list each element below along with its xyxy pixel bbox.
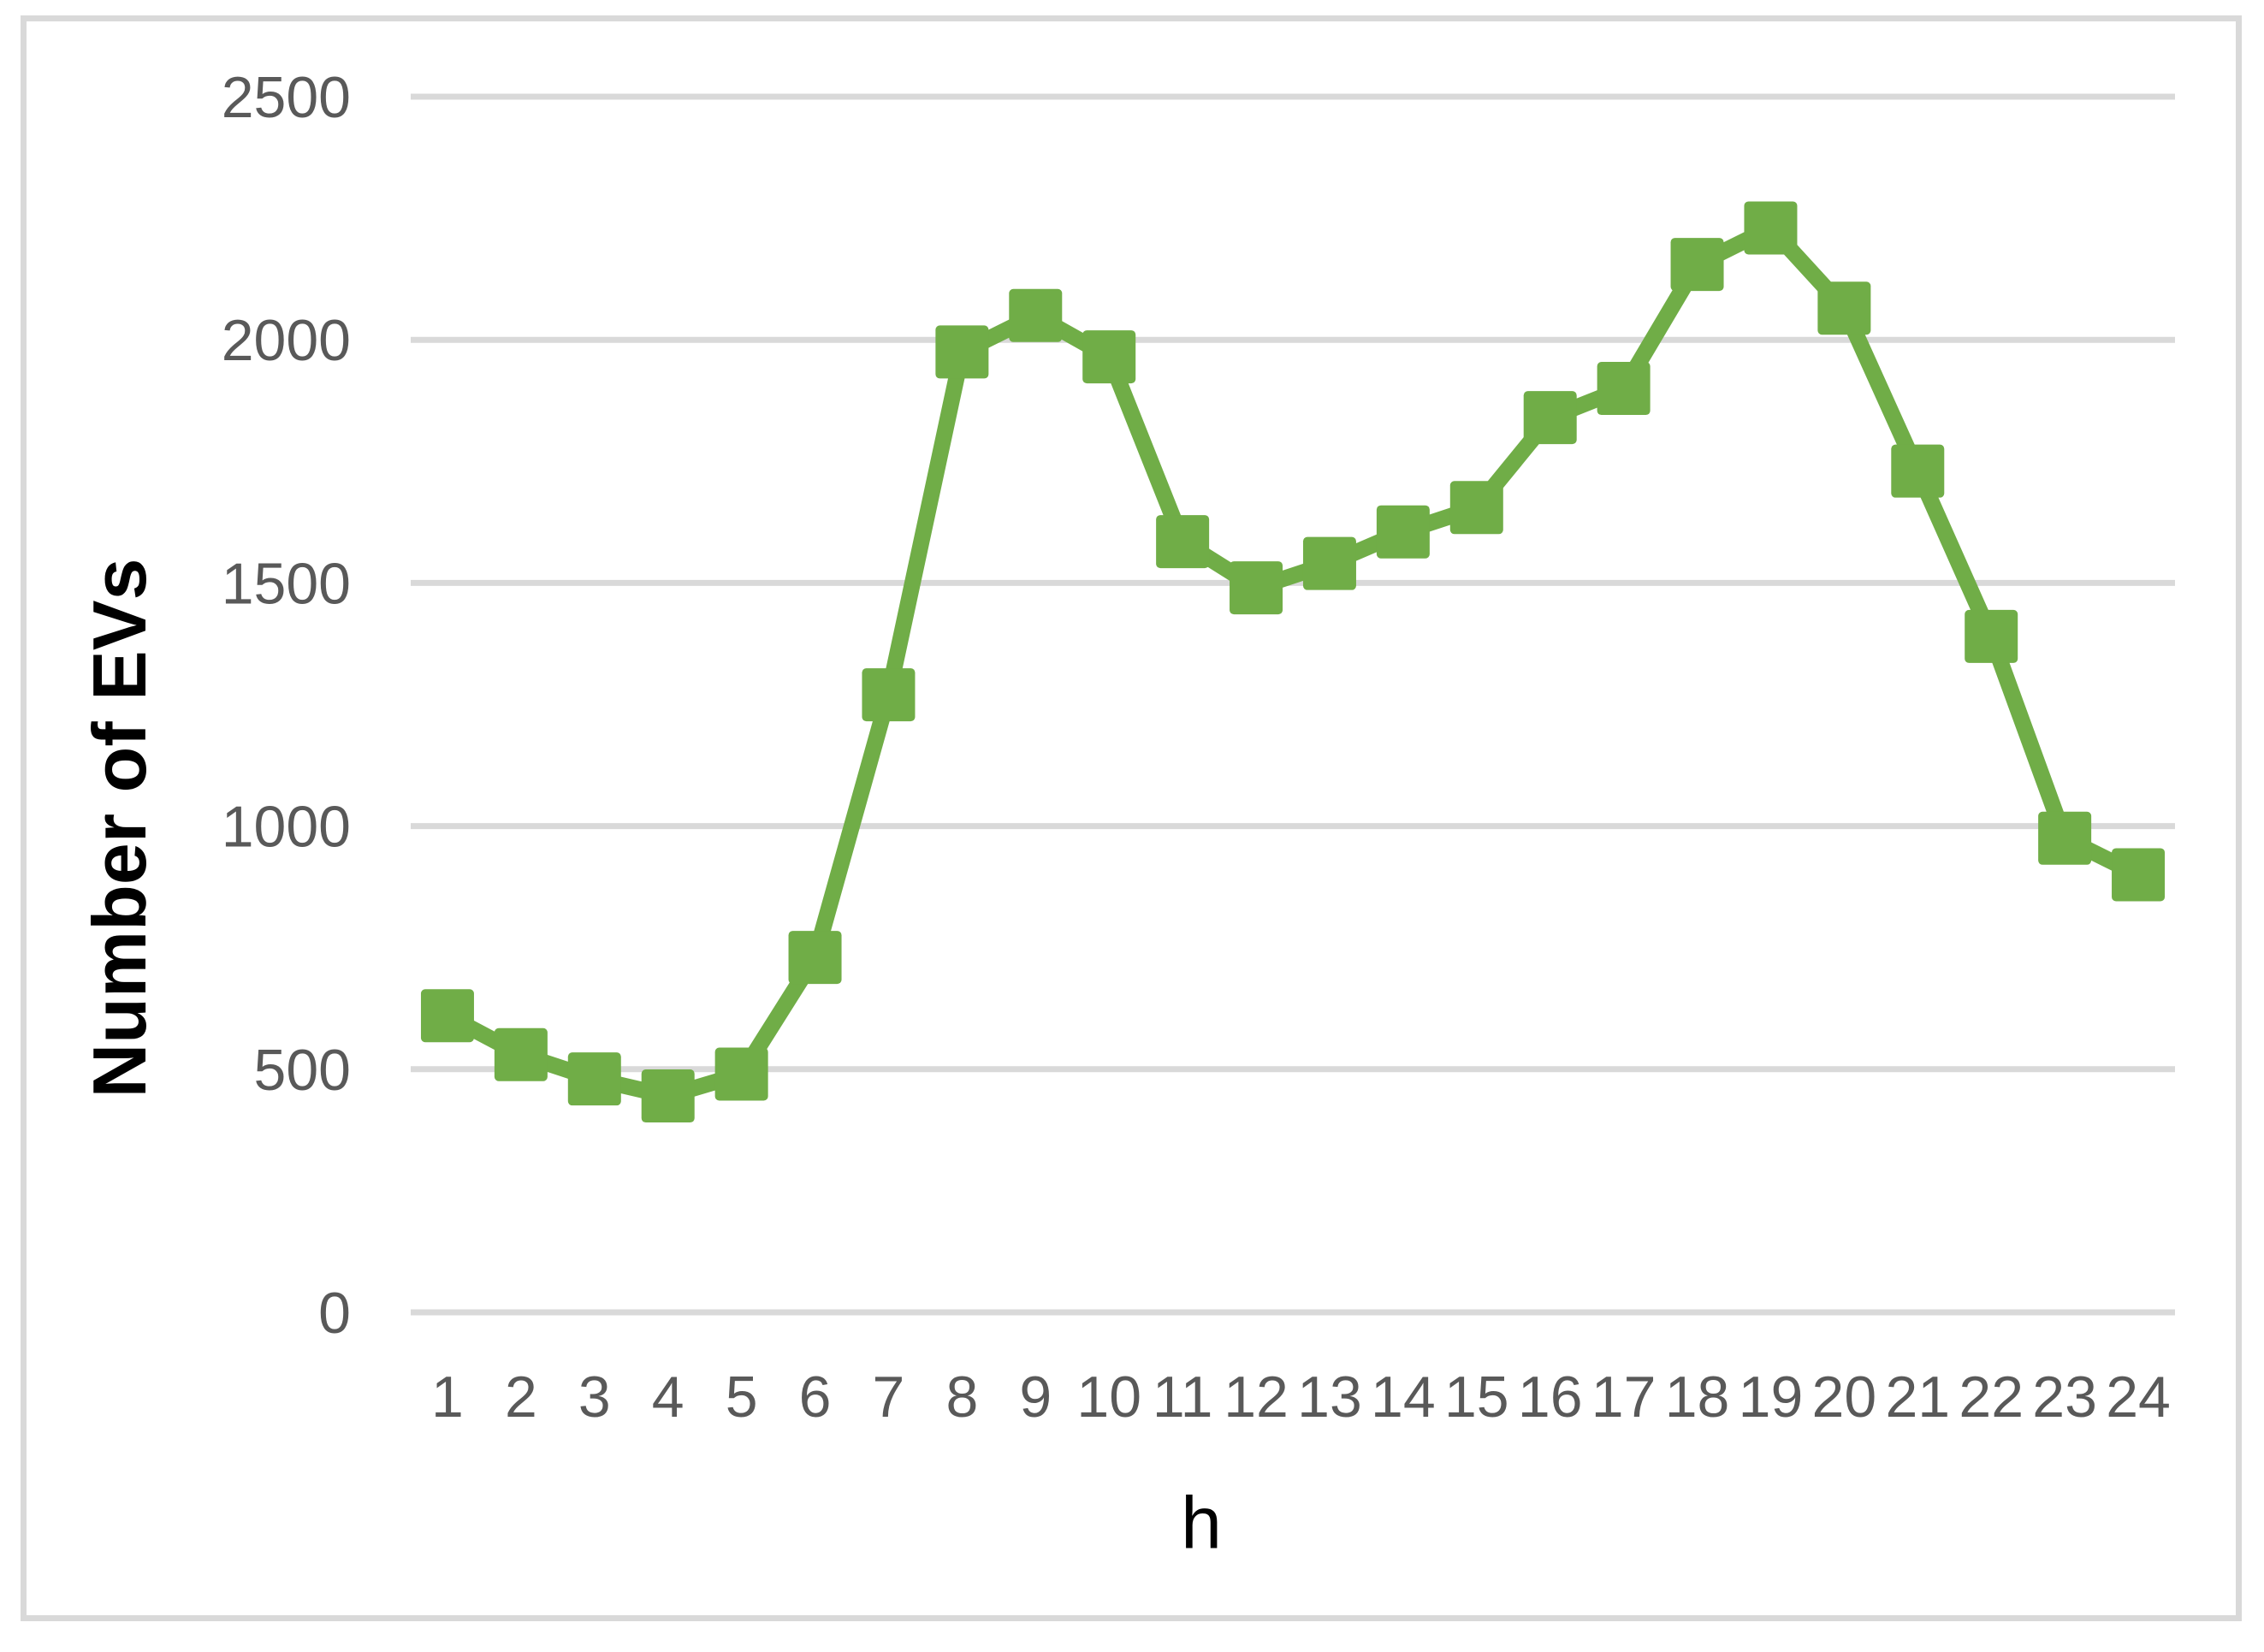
data-point-marker <box>2038 811 2092 865</box>
data-point-marker <box>714 1047 768 1101</box>
x-tick-label: 24 <box>2106 1365 2171 1430</box>
x-tick-label: 3 <box>578 1365 611 1430</box>
data-point-marker <box>2112 848 2166 902</box>
x-tick-label: 5 <box>726 1365 758 1430</box>
x-tick-label: 10 <box>1076 1365 1141 1430</box>
data-point-marker <box>1449 481 1503 535</box>
data-point-marker <box>1597 362 1651 416</box>
x-tick-label: 22 <box>1959 1365 2024 1430</box>
data-point-marker <box>1817 281 1871 335</box>
x-tick-label: 4 <box>652 1365 685 1430</box>
data-point-marker <box>1009 288 1063 342</box>
y-tick-label: 2500 <box>222 65 351 130</box>
data-point-marker <box>567 1052 621 1106</box>
data-point-marker <box>1302 536 1356 590</box>
data-point-marker <box>1744 201 1798 255</box>
data-point-marker <box>1965 609 2018 663</box>
y-axis-tick-labels: 0 500 1000 1500 2000 2500 <box>222 65 351 1346</box>
data-point-marker <box>1891 444 1945 498</box>
data-point-marker <box>1156 515 1210 569</box>
y-tick-label: 1000 <box>222 795 351 860</box>
x-tick-label: 23 <box>2032 1365 2097 1430</box>
y-tick-label: 500 <box>254 1038 351 1103</box>
x-tick-label: 16 <box>1518 1365 1583 1430</box>
x-tick-label: 17 <box>1591 1365 1657 1430</box>
y-tick-label: 0 <box>318 1281 351 1346</box>
x-tick-label: 6 <box>799 1365 832 1430</box>
y-axis-title: Number of EVs <box>77 558 162 1098</box>
data-point-marker <box>1523 391 1577 445</box>
x-tick-label: 15 <box>1444 1365 1509 1430</box>
y-tick-label: 1500 <box>222 551 351 616</box>
x-tick-label: 7 <box>873 1365 905 1430</box>
x-axis-tick-labels: 1 2 3 4 5 6 7 8 9 10 11 12 13 14 15 16 17 18 19 20 21 22 23 24 <box>431 1365 2171 1430</box>
x-tick-label: 8 <box>945 1365 978 1430</box>
x-tick-label: 9 <box>1019 1365 1052 1430</box>
x-tick-label: 14 <box>1371 1365 1436 1430</box>
data-point-marker <box>420 989 474 1043</box>
series-line <box>439 219 2147 1104</box>
x-tick-label: 20 <box>1812 1365 1877 1430</box>
x-tick-label: 2 <box>505 1365 537 1430</box>
data-point-marker <box>1230 561 1283 615</box>
y-tick-label: 2000 <box>222 308 351 373</box>
x-tick-label: 18 <box>1665 1365 1730 1430</box>
x-tick-label: 19 <box>1739 1365 1804 1430</box>
x-axis-title: h <box>1181 1482 1222 1565</box>
data-point-marker <box>862 668 916 722</box>
data-point-marker <box>1082 330 1136 384</box>
data-point-marker <box>1670 238 1724 292</box>
series-group <box>420 201 2166 1123</box>
data-point-marker <box>788 931 842 985</box>
gridlines-group <box>411 93 2175 1316</box>
data-point-marker <box>494 1027 548 1081</box>
x-tick-label: 12 <box>1224 1365 1289 1430</box>
x-tick-label: 11 <box>1153 1365 1213 1430</box>
x-tick-label: 21 <box>1885 1365 1950 1430</box>
x-tick-label: 1 <box>431 1365 464 1430</box>
x-tick-label: 13 <box>1297 1365 1362 1430</box>
data-point-marker <box>641 1069 695 1123</box>
data-point-marker <box>935 325 989 379</box>
data-point-marker <box>1376 505 1430 559</box>
chart-border <box>21 15 2242 1621</box>
